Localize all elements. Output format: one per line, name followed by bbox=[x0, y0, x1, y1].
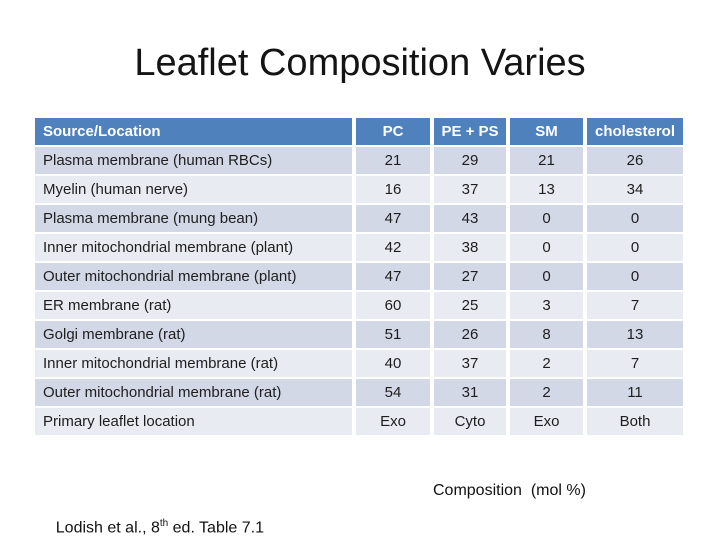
citation-superscript: th bbox=[159, 518, 169, 529]
column-header-sm: SM bbox=[510, 118, 583, 145]
table-cell: 21 bbox=[510, 147, 583, 174]
row-label: Inner mitochondrial membrane (plant) bbox=[35, 234, 352, 261]
row-label: Primary leaflet location bbox=[35, 408, 352, 435]
table-cell: 0 bbox=[510, 263, 583, 290]
table-cell: 0 bbox=[587, 234, 683, 261]
composition-units-caption: Composition (mol %) bbox=[433, 482, 586, 499]
table-cell: 26 bbox=[434, 321, 506, 348]
table-cell: 2 bbox=[510, 379, 583, 406]
citation-suffix: ed. Table 7.1 bbox=[168, 519, 264, 537]
row-label: Outer mitochondrial membrane (rat) bbox=[35, 379, 352, 406]
row-label: Plasma membrane (human RBCs) bbox=[35, 147, 352, 174]
table-cell: 21 bbox=[356, 147, 430, 174]
table-cell: 0 bbox=[510, 234, 583, 261]
slide-title: Leaflet Composition Varies bbox=[134, 42, 586, 84]
table-cell: 47 bbox=[356, 205, 430, 232]
table-cell: 47 bbox=[356, 263, 430, 290]
table-cell: 0 bbox=[587, 205, 683, 232]
table-cell: Both bbox=[587, 408, 683, 435]
table-cell: 27 bbox=[434, 263, 506, 290]
column-header-pe-ps: PE + PS bbox=[434, 118, 506, 145]
table-cell: Exo bbox=[356, 408, 430, 435]
table-cell: 31 bbox=[434, 379, 506, 406]
row-label: ER membrane (rat) bbox=[35, 292, 352, 319]
row-label: Outer mitochondrial membrane (plant) bbox=[35, 263, 352, 290]
table-cell: 34 bbox=[587, 176, 683, 203]
citation-prefix: Lodish et al., 8 bbox=[55, 519, 160, 537]
table-cell: 51 bbox=[356, 321, 430, 348]
table-cell: Cyto bbox=[434, 408, 506, 435]
column-header-source-location: Source/Location bbox=[35, 118, 352, 145]
presentation-slide: Leaflet Composition Varies Source/Locati… bbox=[35, 42, 683, 537]
source-citation: Lodish et al., 8th ed. Table 7.1 bbox=[38, 500, 264, 555]
table-cell: 37 bbox=[434, 176, 506, 203]
table-cell: 11 bbox=[587, 379, 683, 406]
row-label: Plasma membrane (mung bean) bbox=[35, 205, 352, 232]
table-cell: 29 bbox=[434, 147, 506, 174]
table-cell: 7 bbox=[587, 350, 683, 377]
table-cell: 26 bbox=[587, 147, 683, 174]
table-cell: 38 bbox=[434, 234, 506, 261]
table-cell: 0 bbox=[510, 205, 583, 232]
table-cell: 13 bbox=[587, 321, 683, 348]
table-cell: 60 bbox=[356, 292, 430, 319]
table-cell: 40 bbox=[356, 350, 430, 377]
row-label: Inner mitochondrial membrane (rat) bbox=[35, 350, 352, 377]
table-cell: 0 bbox=[587, 263, 683, 290]
table-cell: 7 bbox=[587, 292, 683, 319]
table-cell: 43 bbox=[434, 205, 506, 232]
table-cell: Exo bbox=[510, 408, 583, 435]
leaflet-composition-table: Source/Location PC PE + PS SM cholestero… bbox=[35, 118, 683, 435]
table-cell: 25 bbox=[434, 292, 506, 319]
table-cell: 16 bbox=[356, 176, 430, 203]
table-cell: 54 bbox=[356, 379, 430, 406]
row-label: Golgi membrane (rat) bbox=[35, 321, 352, 348]
column-header-pc: PC bbox=[356, 118, 430, 145]
table-cell: 13 bbox=[510, 176, 583, 203]
table-cell: 37 bbox=[434, 350, 506, 377]
table-cell: 3 bbox=[510, 292, 583, 319]
row-label: Myelin (human nerve) bbox=[35, 176, 352, 203]
table-cell: 2 bbox=[510, 350, 583, 377]
column-header-cholesterol: cholesterol bbox=[587, 118, 683, 145]
table-cell: 42 bbox=[356, 234, 430, 261]
table-cell: 8 bbox=[510, 321, 583, 348]
